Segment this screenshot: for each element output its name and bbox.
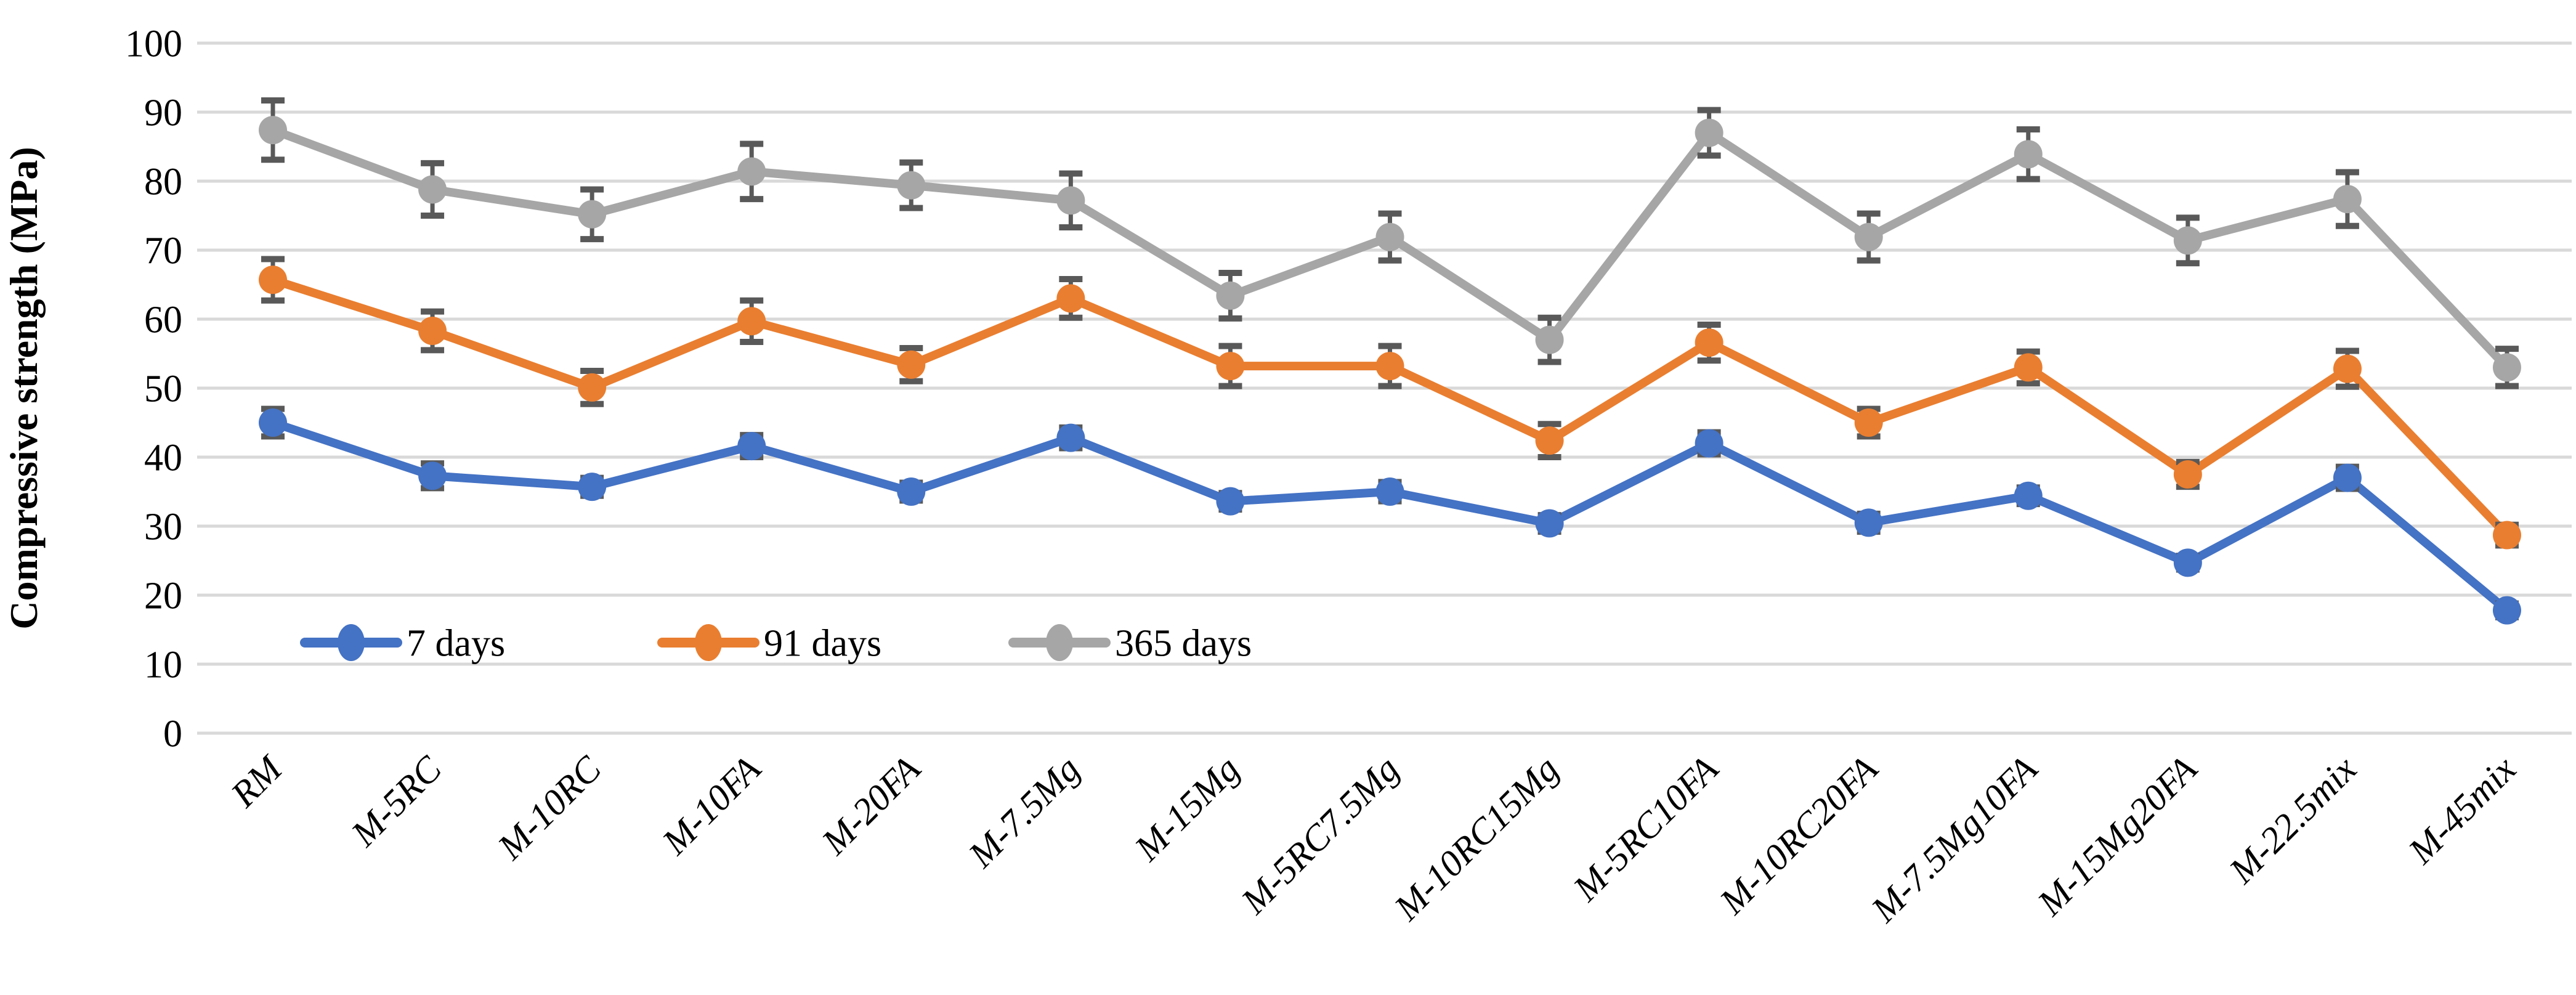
x-axis-label-m-10rc15mg: M-10RC15Mg [1386,749,1566,928]
series-line-7-days [269,418,2511,615]
data-point-365-days-m-10fa [737,157,766,186]
data-point-365-days-m-15mg20fa [2173,226,2202,255]
y-tick-label-30: 30 [144,506,182,548]
data-point-365-days-m-22-5mix [2333,185,2362,214]
x-axis-label-rm: RM [223,747,291,815]
data-point-7-days-rm [259,408,287,437]
x-axis-label-m-45mix: M-45mix [2400,748,2524,872]
legend-marker-point-91-days [695,624,722,661]
data-point-7-days-m-5rc10fa [1695,429,1723,458]
x-axis-label-m-10fa: M-10FA [654,748,769,863]
data-point-91-days-m-10rc15mg [1535,426,1564,455]
data-point-91-days-m-22-5mix [2333,354,2362,383]
data-point-91-days-m-10rc20fa [1854,408,1883,437]
series-7-days [259,405,2521,625]
x-axis-label-m-20fa: M-20FA [814,748,928,863]
data-point-7-days-m-22-5mix [2333,463,2362,492]
legend-label-365-days: 365 days [1115,623,1252,665]
data-point-7-days-m-15mg20fa [2173,548,2202,577]
x-axis-label-m-5rc10fa: M-5RC10FA [1565,748,1726,909]
legend-marker-point-7-days [338,624,365,661]
legend: 7 days 91 days 365 days [300,623,1252,665]
x-axis-label-m-10rc20fa: M-10RC20FA [1712,748,1886,922]
x-axis-label-m-7-5mg10fa: M-7.5Mg10FA [1863,748,2045,930]
data-point-7-days-m-10fa [737,432,766,461]
data-point-91-days-rm [259,266,287,294]
data-point-7-days-m-20fa [897,477,926,506]
data-point-365-days-m-5rc7-5mg [1375,222,1404,251]
legend-marker-point-365-days [1046,624,1073,661]
y-tick-label-90: 90 [144,92,182,134]
data-point-7-days-m-7-5mg10fa [2014,481,2043,510]
y-tick-label-100: 100 [125,23,182,65]
data-point-7-days-m-5rc [418,461,447,490]
data-point-91-days-m-45mix [2492,521,2521,550]
y-axis-tick-labels: 0 10 20 30 40 50 60 70 80 90 100 [125,23,182,755]
y-tick-label-80: 80 [144,161,182,203]
data-point-365-days-m-5rc [418,175,447,204]
data-point-365-days-m-5rc10fa [1695,118,1723,147]
data-point-91-days-m-15mg [1216,352,1245,381]
y-tick-label-60: 60 [144,299,182,341]
legend-item-91-days: 91 days [657,623,881,665]
series-365-days [259,97,2521,389]
x-axis-label-m-5rc7-5mg: M-5RC7.5Mg [1233,749,1407,922]
series-91-days [259,256,2521,550]
data-point-365-days-m-20fa [897,171,926,200]
data-point-365-days-m-45mix [2492,353,2521,382]
x-axis-label-m-22-5mix: M-22.5mix [2221,748,2365,891]
data-point-91-days-m-20fa [897,350,926,379]
data-point-91-days-m-7-5mg10fa [2014,353,2043,382]
x-axis-category-labels: RM M-5RC M-10RC M-10FA M-20FA M-7.5Mg M-15MgM-… [223,747,2524,930]
data-point-7-days-m-7-5mg [1056,423,1085,452]
data-point-91-days-m-5rc7-5mg [1375,352,1404,381]
x-axis-label-m-15mg: M-15Mg [1127,749,1247,869]
data-point-91-days-m-7-5mg [1056,284,1085,313]
x-axis-label-m-10rc: M-10RC [490,748,609,867]
data-point-7-days-m-45mix [2492,596,2521,625]
y-tick-label-0: 0 [163,713,182,755]
x-axis-label-m-15mg20fa: M-15Mg20FA [2029,748,2205,924]
data-point-365-days-m-7-5mg10fa [2014,140,2043,169]
data-series [259,97,2521,625]
legend-item-7-days: 7 days [300,623,505,665]
data-point-365-days-m-10rc20fa [1854,222,1883,251]
y-tick-label-70: 70 [144,230,182,272]
x-axis-label-m-7-5mg: M-7.5Mg [960,749,1087,875]
data-point-7-days-m-15mg [1216,487,1245,516]
data-point-91-days-m-5rc [418,317,447,346]
y-tick-label-50: 50 [144,368,182,410]
legend-label-7-days: 7 days [407,623,505,665]
x-axis-label-m-5rc: M-5RC [343,748,450,855]
legend-label-91-days: 91 days [764,623,881,665]
y-axis-title: Compressive strength (MPa) [2,147,46,629]
data-point-91-days-m-10rc [578,373,607,402]
data-point-7-days-m-10rc20fa [1854,508,1883,537]
data-point-365-days-m-15mg [1216,281,1245,310]
data-point-91-days-m-15mg20fa [2173,460,2202,489]
data-point-365-days-m-7-5mg [1056,186,1085,215]
data-point-91-days-m-10fa [737,307,766,336]
y-tick-label-40: 40 [144,437,182,479]
data-point-365-days-m-10rc [578,200,607,229]
data-point-7-days-m-5rc7-5mg [1375,477,1404,506]
y-tick-label-20: 20 [144,575,182,617]
legend-item-365-days: 365 days [1008,623,1252,665]
data-point-365-days-rm [259,116,287,145]
data-point-7-days-m-10rc [578,473,607,502]
data-point-7-days-m-10rc15mg [1535,509,1564,538]
data-point-91-days-m-5rc10fa [1695,328,1723,357]
y-tick-label-10: 10 [144,644,182,686]
data-point-365-days-m-10rc15mg [1535,325,1564,354]
